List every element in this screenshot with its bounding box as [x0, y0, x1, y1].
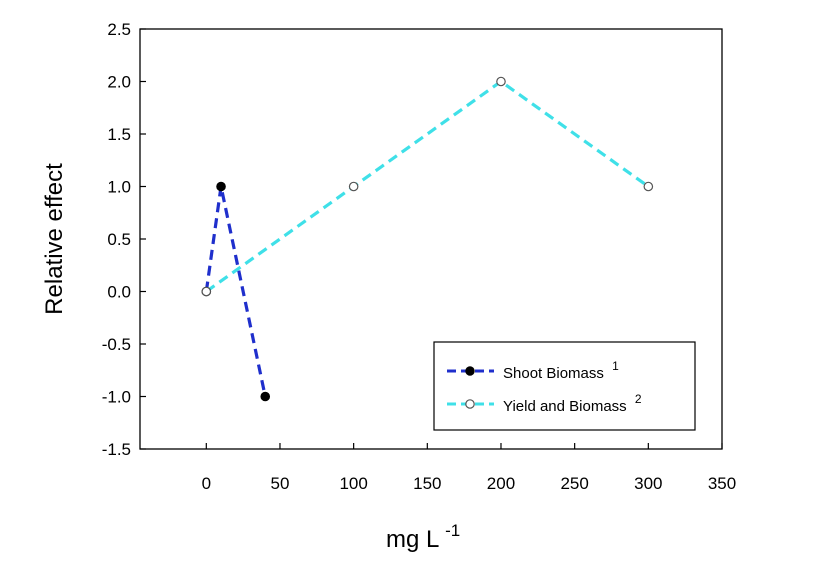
- x-tick-label: 100: [339, 474, 367, 493]
- legend-marker-shoot-biomass: [465, 366, 475, 376]
- data-point-shoot-biomass: [216, 181, 226, 192]
- legend-label-yield-and-biomass: Yield and Biomass 2: [503, 392, 642, 415]
- y-tick-label: 0.5: [107, 230, 131, 249]
- x-tick-label: 0: [202, 474, 211, 493]
- y-tick-label: 1.0: [107, 178, 131, 197]
- legend-label-shoot-biomass: Shoot Biomass 1: [503, 359, 619, 382]
- x-axis-ticks: 0 50 100 150 200 250 300 350: [202, 443, 736, 493]
- legend: Shoot Biomass 1 Yield and Biomass 2: [433, 341, 696, 431]
- x-axis-title-main: mg L: [386, 526, 439, 553]
- x-tick-label: 250: [560, 474, 588, 493]
- series-line-yield-and-biomass: [205, 79, 650, 293]
- y-tick-label: -1.5: [102, 440, 131, 459]
- y-tick-label: 1.5: [107, 125, 131, 144]
- legend-sup-yield-and-biomass: 2: [635, 392, 642, 406]
- y-tick-label: -1.0: [102, 388, 131, 407]
- y-tick-label: -0.5: [102, 335, 131, 354]
- y-tick-label: 0.0: [107, 283, 131, 302]
- x-tick-label: 150: [413, 474, 441, 493]
- series-lines: [201, 76, 654, 402]
- x-axis-title: mg L -1: [386, 521, 460, 553]
- x-tick-label: 350: [708, 474, 736, 493]
- data-point-shoot-biomass: [260, 391, 271, 402]
- y-tick-label: 2.0: [107, 73, 131, 92]
- legend-name-shoot-biomass: Shoot Biomass: [503, 365, 604, 382]
- x-tick-label: 200: [487, 474, 515, 493]
- legend-marker-yield-and-biomass: [465, 399, 475, 409]
- y-axis-title: Relative effect: [41, 163, 68, 315]
- data-point-yield-and-biomass: [348, 181, 359, 192]
- data-point-yield-and-biomass: [643, 181, 654, 192]
- data-point-yield-and-biomass: [496, 76, 506, 87]
- x-axis-title-superscript: -1: [445, 521, 460, 540]
- x-tick-label: 300: [634, 474, 662, 493]
- y-axis-ticks: -1.5 -1.0 -0.5 0.0 0.5 1.0 1.5 2.0 2.5: [102, 20, 146, 459]
- legend-sup-shoot-biomass: 1: [612, 359, 619, 373]
- legend-box: [433, 341, 696, 431]
- legend-name-yield-and-biomass: Yield and Biomass: [503, 398, 627, 415]
- y-tick-label: 2.5: [107, 20, 131, 39]
- data-point-yield-and-biomass: [201, 286, 212, 297]
- x-tick-label: 50: [271, 474, 290, 493]
- series-line-shoot-biomass: [204, 186, 267, 397]
